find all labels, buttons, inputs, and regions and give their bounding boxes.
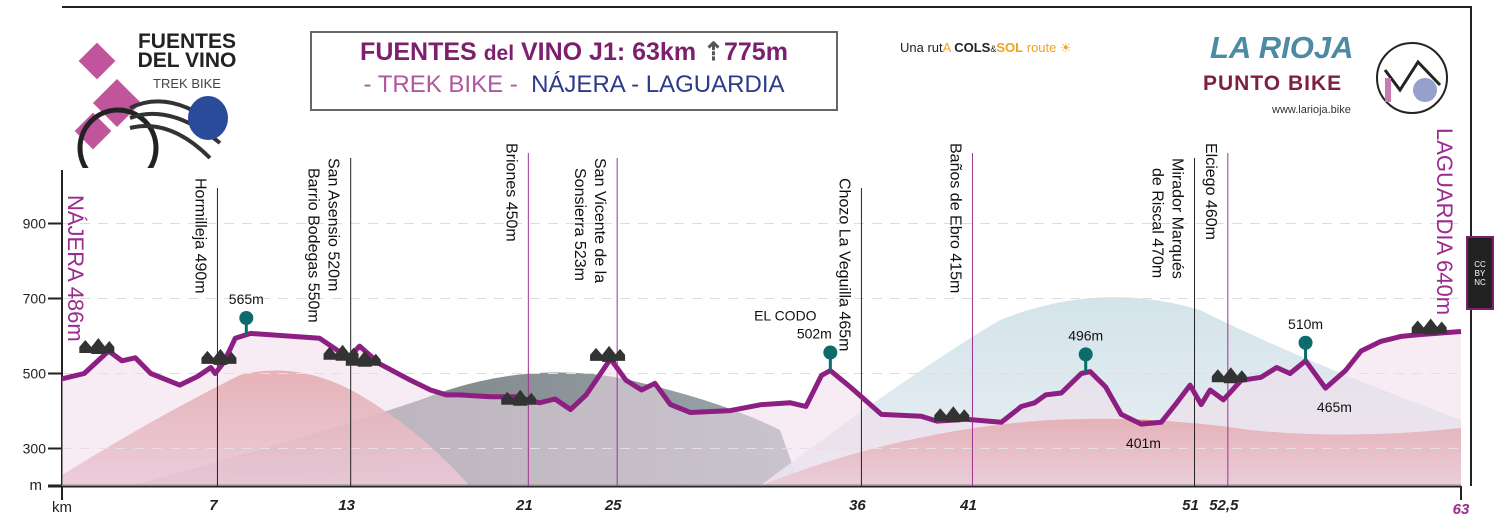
title-box: FUENTES del VINO J1: 63km ⇡775m - TREK B… [310, 31, 838, 111]
village-icon [201, 348, 237, 365]
cyclist-sun-icon: ☀ [1060, 40, 1072, 55]
ascent-arrow-icon: ⇡ [703, 38, 724, 66]
pin-icon [823, 345, 838, 360]
brand-subtitle: PUNTO BIKE [1203, 72, 1343, 95]
waypoint-label: Hormilleja 490m [191, 178, 208, 294]
x-tick-label: 36 [849, 497, 866, 514]
elevation-annotation: 401m [1126, 435, 1161, 451]
waypoint-label: Sonsierra 523m [571, 168, 588, 281]
cols-cols: COLS [954, 40, 991, 55]
profile-line [61, 329, 1462, 427]
place-annotation: EL CODO [754, 308, 817, 324]
elevation-annotation: 502m [797, 326, 832, 342]
cols-pre: Una rut [900, 40, 943, 55]
village-icon [345, 350, 381, 367]
waypoint-label: Barrio Bodegas 550m [305, 168, 322, 323]
title-main: FUENTES [360, 38, 477, 66]
village-icon [79, 338, 115, 354]
start-label: NÁJERA 486m [63, 195, 88, 342]
waypoint-label: de Riscal 470m [1149, 168, 1166, 278]
waypoint-label: Mirador Marqués [1169, 158, 1186, 279]
license-badge: CC BY NC [1466, 236, 1494, 310]
pin-icon [1078, 347, 1093, 362]
logo-sub: TREK BIKE [153, 76, 221, 91]
x-tick-label: 21 [515, 497, 533, 514]
cols-route: route [1026, 40, 1057, 55]
waypoint-label: Elciego 460m [1202, 143, 1219, 240]
elevation-annotation: 510m [1288, 316, 1323, 332]
y-tick-label: 700 [23, 291, 47, 307]
village-icon [590, 345, 626, 362]
y-tick-label: 300 [23, 441, 47, 457]
cols-amp: & [990, 44, 997, 54]
license-text: CC BY NC [1474, 260, 1486, 287]
pin-icon [1298, 335, 1313, 350]
y-tick-label: 500 [23, 366, 47, 382]
x-tick-label: 52,5 [1209, 497, 1239, 514]
brand-title: LA RIOJA [1210, 30, 1354, 65]
fuentes-del-vino-logo: FUENTES DEL VINO TREK BIKE [70, 28, 240, 168]
x-axis-unit: km [52, 499, 72, 516]
village-icon [1411, 318, 1447, 335]
x-tick-label: 63 [1453, 501, 1470, 516]
title-distance: VINO J1: 63km [520, 38, 697, 66]
page-title: FUENTES del VINO J1: 63km ⇡775m [312, 37, 836, 67]
subtitle: - TREK BIKE - NÁJERA - LAGUARDIA [312, 71, 836, 99]
x-tick-label: 7 [209, 497, 218, 514]
waypoint-label: San Vicente de la [591, 158, 608, 283]
elevation-annotation: 496m [1068, 327, 1103, 343]
title-ascent: 775m [723, 38, 788, 66]
cols-sol-badge: Una rutA COLS&SOL route ☀ [900, 40, 1072, 56]
elevation-annotation: 565m [229, 291, 264, 307]
logo-name: FUENTES DEL VINO [137, 30, 237, 72]
title-del: del [483, 42, 515, 65]
y-tick-label: 900 [23, 216, 47, 232]
x-tick-label: 13 [338, 497, 355, 514]
waypoint-label: San Asensio 520m [325, 158, 342, 291]
waypoint-label: Baños de Ebro 415m [946, 143, 963, 293]
village-icon [1211, 367, 1247, 384]
x-tick-label: 51 [1182, 497, 1199, 514]
cols-sol: SOL [996, 40, 1024, 55]
waypoint-label: Chozo La Veguilla 465m [835, 178, 852, 351]
village-icon [934, 406, 970, 423]
cols-a: A [942, 40, 951, 55]
subtitle-prefix: - TREK BIKE - [363, 71, 518, 98]
x-tick-label: 41 [959, 497, 977, 514]
pin-icon [239, 311, 254, 325]
y-axis-unit: m [30, 477, 43, 494]
elevation-annotation: 465m [1317, 399, 1352, 415]
website-link[interactable]: www.larioja.bike [1272, 104, 1351, 116]
subtitle-route: NÁJERA - LAGUARDIA [531, 71, 785, 98]
village-icon [501, 389, 537, 406]
end-label: LAGUARDIA 640m [1432, 128, 1457, 315]
frame-top [62, 6, 1470, 8]
profile-area [62, 331, 1461, 486]
waypoint-label: Briones 450m [502, 143, 519, 242]
x-tick-label: 25 [604, 497, 622, 514]
logo-graphic [74, 42, 228, 168]
